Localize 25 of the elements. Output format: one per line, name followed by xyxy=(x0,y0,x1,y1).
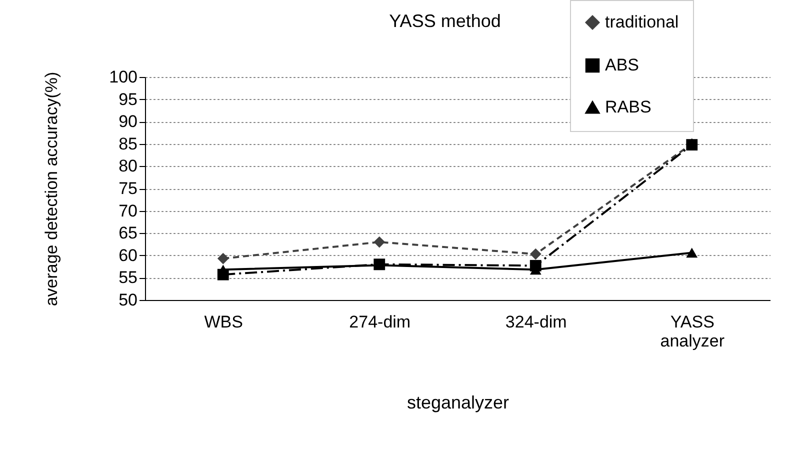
x-tick-label: 274-dim xyxy=(349,312,411,332)
legend-label: ABS xyxy=(605,56,640,74)
point xyxy=(374,236,386,248)
x-tick-label: 324-dim xyxy=(505,312,567,332)
y-tick-label: 65 xyxy=(118,224,138,243)
y-axis-title: average detection accuracy(%) xyxy=(42,72,62,306)
y-tick-label: 85 xyxy=(118,134,138,154)
y-tick-label: 100 xyxy=(109,68,138,86)
point xyxy=(530,248,542,260)
legend-label: RABS xyxy=(605,98,652,116)
x-tick-label: YASS analyzer xyxy=(660,312,725,350)
y-tick-label: 75 xyxy=(118,179,138,198)
y-tick-label: 90 xyxy=(118,112,138,132)
y-tick-label: 55 xyxy=(118,268,138,288)
legend-label: traditional xyxy=(605,12,679,32)
point xyxy=(217,252,229,264)
x-axis-title: steganalyzer xyxy=(406,392,510,412)
x-tick-label: WBS xyxy=(204,312,243,332)
y-tick-label: 70 xyxy=(118,201,138,220)
y-tick-label: 80 xyxy=(118,156,138,176)
point xyxy=(686,248,698,258)
y-tick-label: 95 xyxy=(118,90,138,109)
y-tick-label: 60 xyxy=(118,246,138,265)
chart-title: YASS method xyxy=(389,11,501,31)
y-tick-label: 50 xyxy=(118,290,138,310)
